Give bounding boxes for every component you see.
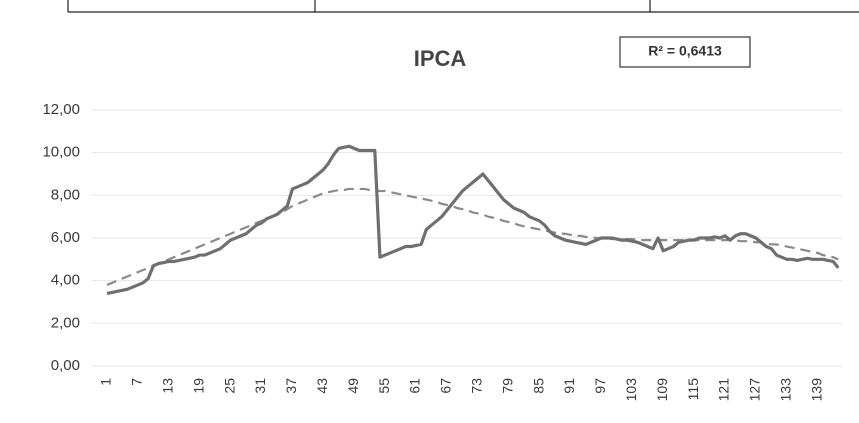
table-fragment bbox=[67, 0, 859, 13]
x-tick-label: 13 bbox=[160, 378, 176, 394]
trend-line bbox=[106, 187, 839, 286]
x-tick-label: 91 bbox=[561, 378, 577, 394]
chart-title: IPCA bbox=[414, 46, 467, 71]
x-tick-label: 103 bbox=[623, 378, 639, 402]
x-tick-label: 109 bbox=[654, 378, 670, 402]
annotation-box bbox=[619, 36, 751, 68]
y-tick-label: 2,00 bbox=[51, 314, 80, 331]
x-tick-label: 49 bbox=[345, 378, 361, 394]
x-tick-label: 79 bbox=[499, 378, 515, 394]
y-tick-label: 0,00 bbox=[51, 357, 80, 374]
y-tick-label: 12,00 bbox=[42, 101, 80, 118]
x-tick-label: 115 bbox=[685, 378, 701, 401]
y-tick-label: 6,00 bbox=[51, 229, 80, 246]
x-tick-label: 55 bbox=[376, 378, 392, 394]
data-line bbox=[106, 144, 840, 296]
x-tick-label: 61 bbox=[407, 378, 423, 394]
y-tick-label: 4,00 bbox=[51, 272, 80, 289]
y-tick-label: 8,00 bbox=[51, 186, 80, 203]
x-tick-label: 25 bbox=[221, 378, 237, 394]
y-tick-label: 10,00 bbox=[42, 144, 80, 161]
x-tick-label: 85 bbox=[530, 378, 546, 394]
x-tick-label: 127 bbox=[747, 378, 763, 402]
x-tick-label: 121 bbox=[716, 378, 732, 402]
x-tick-label: 1 bbox=[98, 378, 114, 386]
x-tick-label: 139 bbox=[808, 378, 824, 402]
annotation: R² = 0,6413 bbox=[648, 43, 722, 59]
x-tick-label: 31 bbox=[252, 378, 268, 394]
x-tick-label: 67 bbox=[438, 378, 454, 394]
x-tick-label: 43 bbox=[314, 378, 330, 394]
x-tick-label: 97 bbox=[592, 378, 608, 394]
x-tick-label: 133 bbox=[778, 378, 794, 402]
x-tick-label: 73 bbox=[469, 378, 485, 394]
x-tick-label: 19 bbox=[190, 378, 206, 394]
x-tick-label: 37 bbox=[283, 378, 299, 394]
x-tick-label: 7 bbox=[129, 378, 145, 386]
